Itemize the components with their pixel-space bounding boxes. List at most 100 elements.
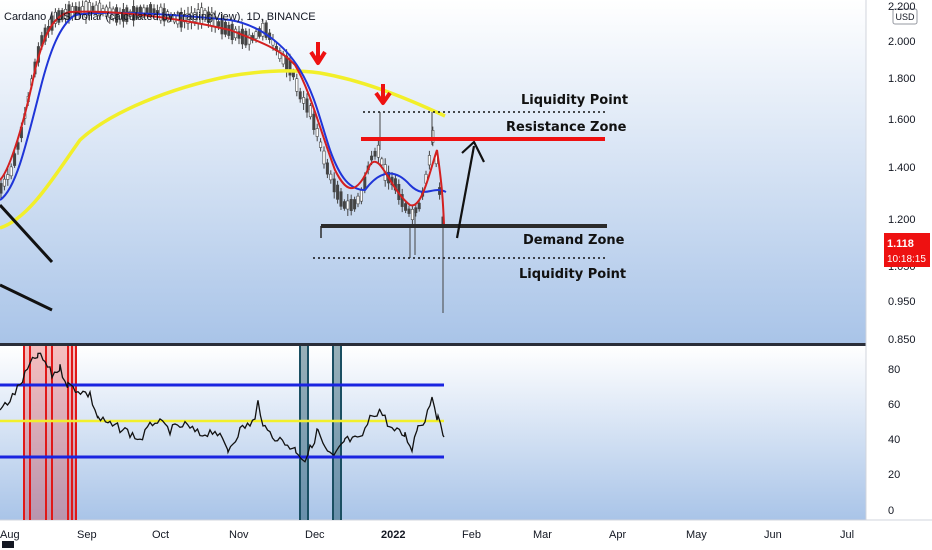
forecast-arrow-head xyxy=(461,140,485,163)
time-tick: Aug xyxy=(0,529,20,541)
time-tick: Apr xyxy=(609,529,626,541)
candle-body xyxy=(373,150,377,157)
candle-body xyxy=(9,166,13,177)
time-tick: Jun xyxy=(764,529,782,541)
candle-body xyxy=(111,8,115,19)
candle-body xyxy=(288,59,292,76)
price-tick: 1.400 xyxy=(888,162,916,174)
rsi-tick: 20 xyxy=(888,469,900,481)
candle-body xyxy=(91,5,95,11)
time-tick: Nov xyxy=(229,529,249,541)
demand-label: Demand Zone xyxy=(523,233,625,248)
candle-body xyxy=(257,28,261,37)
time-axis-labels: Aug Sep Oct Nov Dec 2022 Feb Mar Apr May… xyxy=(0,529,854,541)
candle-body xyxy=(370,155,374,161)
candle-body xyxy=(305,98,309,113)
rsi-tick: 40 xyxy=(888,434,900,446)
price-tick: 1.800 xyxy=(888,73,916,85)
candle-body xyxy=(244,30,248,46)
candle-body xyxy=(380,158,384,166)
candle-body xyxy=(264,22,268,38)
candle-body xyxy=(254,31,258,40)
candle-body xyxy=(278,50,282,60)
rsi-tick: 60 xyxy=(888,399,900,411)
rsi-axis-labels: 80 60 40 20 0 xyxy=(888,364,900,517)
time-tick: Dec xyxy=(305,529,325,541)
candle-body xyxy=(261,23,265,37)
candle-body xyxy=(393,178,397,191)
candle-body xyxy=(346,200,350,210)
candle-body xyxy=(217,21,221,27)
time-axis[interactable] xyxy=(0,520,932,550)
rsi-pane[interactable] xyxy=(0,346,866,520)
down-arrow-icon xyxy=(374,84,392,105)
ema-slow-line xyxy=(0,69,446,230)
candle-body xyxy=(417,202,421,210)
oversold-highlight xyxy=(333,346,341,520)
candle-body xyxy=(302,97,306,104)
time-tick: 2022 xyxy=(381,529,405,541)
candle-body xyxy=(339,191,343,207)
forecast-arrow-shaft xyxy=(455,145,476,239)
candle-body xyxy=(2,178,6,187)
candle-body xyxy=(336,184,340,200)
time-tick: May xyxy=(686,529,707,541)
down-arrow-icon xyxy=(309,42,327,65)
candle-body xyxy=(53,11,57,24)
candle-body xyxy=(376,144,380,158)
ema-mid-line xyxy=(0,11,447,201)
candle-body xyxy=(295,78,299,92)
candle-body xyxy=(329,173,333,181)
price-tick: 2.200 xyxy=(888,1,916,13)
candle-body xyxy=(356,195,360,205)
candle-body xyxy=(84,1,88,18)
candle-body xyxy=(298,91,302,100)
candle-body xyxy=(125,7,129,22)
candle-body xyxy=(138,6,142,18)
liquidity-top-label: Liquidity Point xyxy=(521,93,628,108)
candle-body xyxy=(332,178,336,193)
candle-body xyxy=(312,113,316,130)
price-pane[interactable] xyxy=(0,0,866,343)
candle-body xyxy=(359,190,363,202)
candle-body xyxy=(427,155,431,166)
candle-body xyxy=(349,199,353,211)
rsi-tick: 0 xyxy=(888,505,894,517)
candle-body xyxy=(6,174,10,180)
candle-body xyxy=(0,183,3,194)
trend-line xyxy=(0,283,53,312)
price-tick: 1.600 xyxy=(888,114,916,126)
candle-body xyxy=(115,7,119,23)
oversold-highlight xyxy=(300,346,308,520)
candle-body xyxy=(325,162,329,175)
candle-body xyxy=(308,105,312,118)
bar-countdown: 10:18:15 xyxy=(887,254,926,265)
candle-body xyxy=(322,150,326,165)
time-tick: Jul xyxy=(840,529,854,541)
price-tick: 0.950 xyxy=(888,296,916,308)
candle-body xyxy=(247,34,251,45)
candle-body xyxy=(410,209,414,220)
trend-line xyxy=(0,203,54,264)
candle-body xyxy=(353,199,357,210)
price-tick: 2.000 xyxy=(888,36,916,48)
price-badge[interactable] xyxy=(884,233,930,267)
candle-body xyxy=(121,9,125,22)
candle-body xyxy=(342,201,346,209)
symbol-title[interactable]: Cardano / US Dollar (calculated by Tradi… xyxy=(4,11,316,23)
ema-fast-line xyxy=(0,10,445,226)
currency-badge-label: USD xyxy=(895,12,915,22)
rsi-tick: 80 xyxy=(888,364,900,376)
time-tick: Feb xyxy=(462,529,481,541)
candle-body xyxy=(404,203,408,211)
currency-badge[interactable] xyxy=(892,8,918,25)
last-price: 1.118 xyxy=(887,238,914,250)
candle-body xyxy=(203,10,207,20)
price-axis-labels: 2.200 2.000 1.800 1.600 1.400 1.200 1.05… xyxy=(888,1,916,346)
candle-body xyxy=(315,128,319,137)
candle-body xyxy=(16,142,20,150)
candle-body xyxy=(319,141,323,148)
pane-divider xyxy=(0,343,866,346)
candle-body xyxy=(186,13,190,24)
